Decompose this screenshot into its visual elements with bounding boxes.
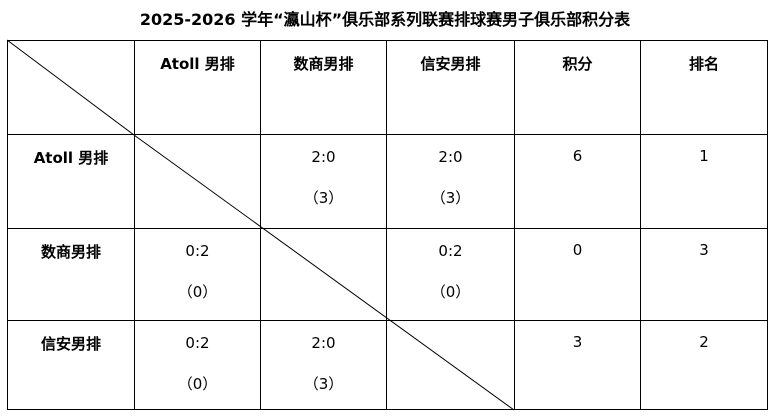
header-shushang: 数商男排 xyxy=(260,40,387,135)
team-label: Atoll 男排 xyxy=(7,134,135,229)
diagonal-cell xyxy=(386,320,515,410)
diagonal-cell xyxy=(134,134,261,229)
rank-cell: 1 xyxy=(640,134,768,229)
points-cell: 0 xyxy=(514,228,641,321)
score: 2:0 xyxy=(438,148,463,166)
table-title: 2025-2026 学年“瀛山杯”俱乐部系列联赛排球赛男子俱乐部积分表 xyxy=(139,10,631,29)
score-cell: 0:2 （0） xyxy=(134,320,261,410)
team-label: 信安男排 xyxy=(7,320,135,410)
match-points: （3） xyxy=(430,189,471,207)
header-atoll: Atoll 男排 xyxy=(134,40,261,135)
score-cell: 2:0 （3） xyxy=(386,134,515,229)
header-row: Atoll 男排 数商男排 信安男排 积分 排名 xyxy=(7,40,768,135)
points-cell: 3 xyxy=(514,320,641,410)
score-cell: 2:0 （3） xyxy=(260,320,387,410)
score: 0:2 xyxy=(185,334,210,352)
score-cell: 0:2 （0） xyxy=(134,228,261,321)
table-row: 数商男排 0:2 （0） 0:2 （0） 0 3 xyxy=(7,228,768,321)
match-points: （0） xyxy=(177,283,218,301)
corner-cell xyxy=(7,40,135,135)
rank-cell: 2 xyxy=(640,320,768,410)
rank-cell: 3 xyxy=(640,228,768,321)
table-row: 信安男排 0:2 （0） 2:0 （3） 3 2 xyxy=(7,320,768,410)
score: 0:2 xyxy=(438,242,463,260)
score-cell: 0:2 （0） xyxy=(386,228,515,321)
match-points: （0） xyxy=(430,283,471,301)
score: 0:2 xyxy=(185,242,210,260)
score: 2:0 xyxy=(311,148,336,166)
header-rank: 排名 xyxy=(640,40,768,135)
team-label: 数商男排 xyxy=(7,228,135,321)
match-points: （3） xyxy=(303,375,344,393)
table-row: Atoll 男排 2:0 （3） 2:0 （3） 6 1 xyxy=(7,134,768,229)
header-xinan: 信安男排 xyxy=(386,40,515,135)
points-cell: 6 xyxy=(514,134,641,229)
match-points: （0） xyxy=(177,375,218,393)
score-cell: 2:0 （3） xyxy=(260,134,387,229)
score: 2:0 xyxy=(311,334,336,352)
match-points: （3） xyxy=(303,189,344,207)
standings-table: Atoll 男排 数商男排 信安男排 积分 排名 Atoll 男排 2:0 （3）… xyxy=(7,40,768,410)
header-points: 积分 xyxy=(514,40,641,135)
diagonal-cell xyxy=(260,228,387,321)
